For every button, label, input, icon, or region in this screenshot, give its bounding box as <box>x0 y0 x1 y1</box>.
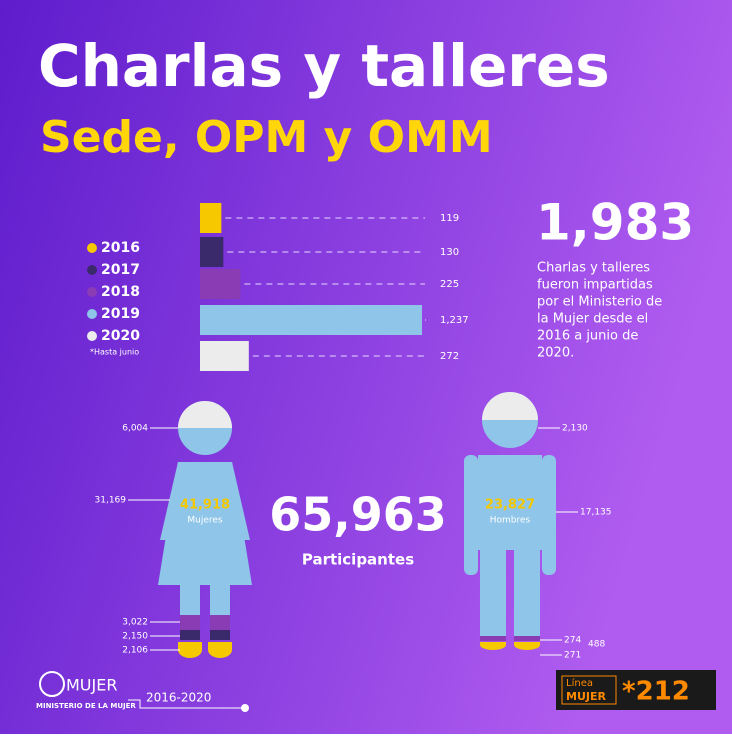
legend-dot <box>87 287 97 297</box>
value-label: 272 <box>440 351 459 362</box>
women-total: 41,918 <box>180 498 230 513</box>
legend-label: 2018 <box>101 284 140 300</box>
bar-chart: 119 2016 130 2017 225 2018 1,237 2019 272 2020 *Ha… <box>87 203 469 371</box>
legend-label: 2016 <box>101 240 140 256</box>
title: Charlas y talleres <box>38 32 610 100</box>
years: 2016-2020 <box>146 691 211 705</box>
legend-dot <box>87 243 97 253</box>
summary-line: por el Ministerio de <box>537 295 662 310</box>
legend-dot <box>87 309 97 319</box>
men-part: 274 <box>564 636 581 646</box>
logo-text: MUJER <box>66 676 117 695</box>
bar <box>200 269 241 299</box>
legend-note: *Hasta junio <box>90 348 139 357</box>
legend-dot <box>87 331 97 341</box>
hotline-top: Línea <box>566 677 593 689</box>
men-part: 17,135 <box>580 508 612 518</box>
value-label: 1,237 <box>440 315 469 326</box>
summary-line: 2020. <box>537 346 574 361</box>
bar <box>200 341 249 371</box>
summary-line: 2016 a junio de <box>537 329 638 344</box>
hotline-bottom: MUJER <box>566 690 606 703</box>
timeline <box>128 699 245 709</box>
men-total: 23,827 <box>485 498 535 513</box>
participants-label: Participantes <box>302 551 414 569</box>
men-part: 2,130 <box>562 424 588 434</box>
women-label: Mujeres <box>187 516 223 526</box>
legend-label: 2017 <box>101 262 140 278</box>
logo-icon <box>39 671 65 697</box>
men-part: 271 <box>564 651 581 661</box>
man-figure <box>464 392 578 656</box>
legend-label: 2020 <box>101 328 140 344</box>
women-part: 6,004 <box>122 424 148 434</box>
timeline-dot <box>241 704 249 712</box>
women-part: 2,106 <box>122 646 148 656</box>
ministry: MINISTERIO DE LA MUJER <box>36 702 136 710</box>
summary-total: 1,983 <box>536 194 694 252</box>
summary-line: Charlas y talleres <box>537 261 650 276</box>
hotline-box <box>556 670 716 710</box>
legend-label: 2019 <box>101 306 140 322</box>
men-part: 488 <box>588 640 605 650</box>
women-parts: 6,004 31,169 3,022 2,150 2,106 <box>95 424 149 656</box>
value-label: 130 <box>440 247 459 258</box>
bar <box>200 237 224 267</box>
value-label: 225 <box>440 279 459 290</box>
participants-total: 65,963 <box>269 488 447 542</box>
subtitle: Sede, OPM y OMM <box>40 112 493 163</box>
summary-line: fueron impartidas <box>537 278 653 293</box>
summary-line: la Mujer desde el <box>537 312 648 327</box>
hotline-frame <box>561 675 617 705</box>
women-part: 31,169 <box>95 496 127 506</box>
women-part: 2,150 <box>122 632 148 642</box>
summary-text: Charlas y talleres fueron impartidas por e… <box>537 261 662 361</box>
men-label: Hombres <box>490 516 531 526</box>
bar <box>200 305 422 335</box>
value-label: 119 <box>440 213 459 224</box>
men-parts: 2,130 17,135 274 488 271 <box>562 424 612 661</box>
bar <box>200 203 222 233</box>
woman-figure <box>128 401 252 658</box>
hotline-number: *212 <box>622 677 690 707</box>
legend-dot <box>87 265 97 275</box>
women-part: 3,022 <box>122 618 148 628</box>
